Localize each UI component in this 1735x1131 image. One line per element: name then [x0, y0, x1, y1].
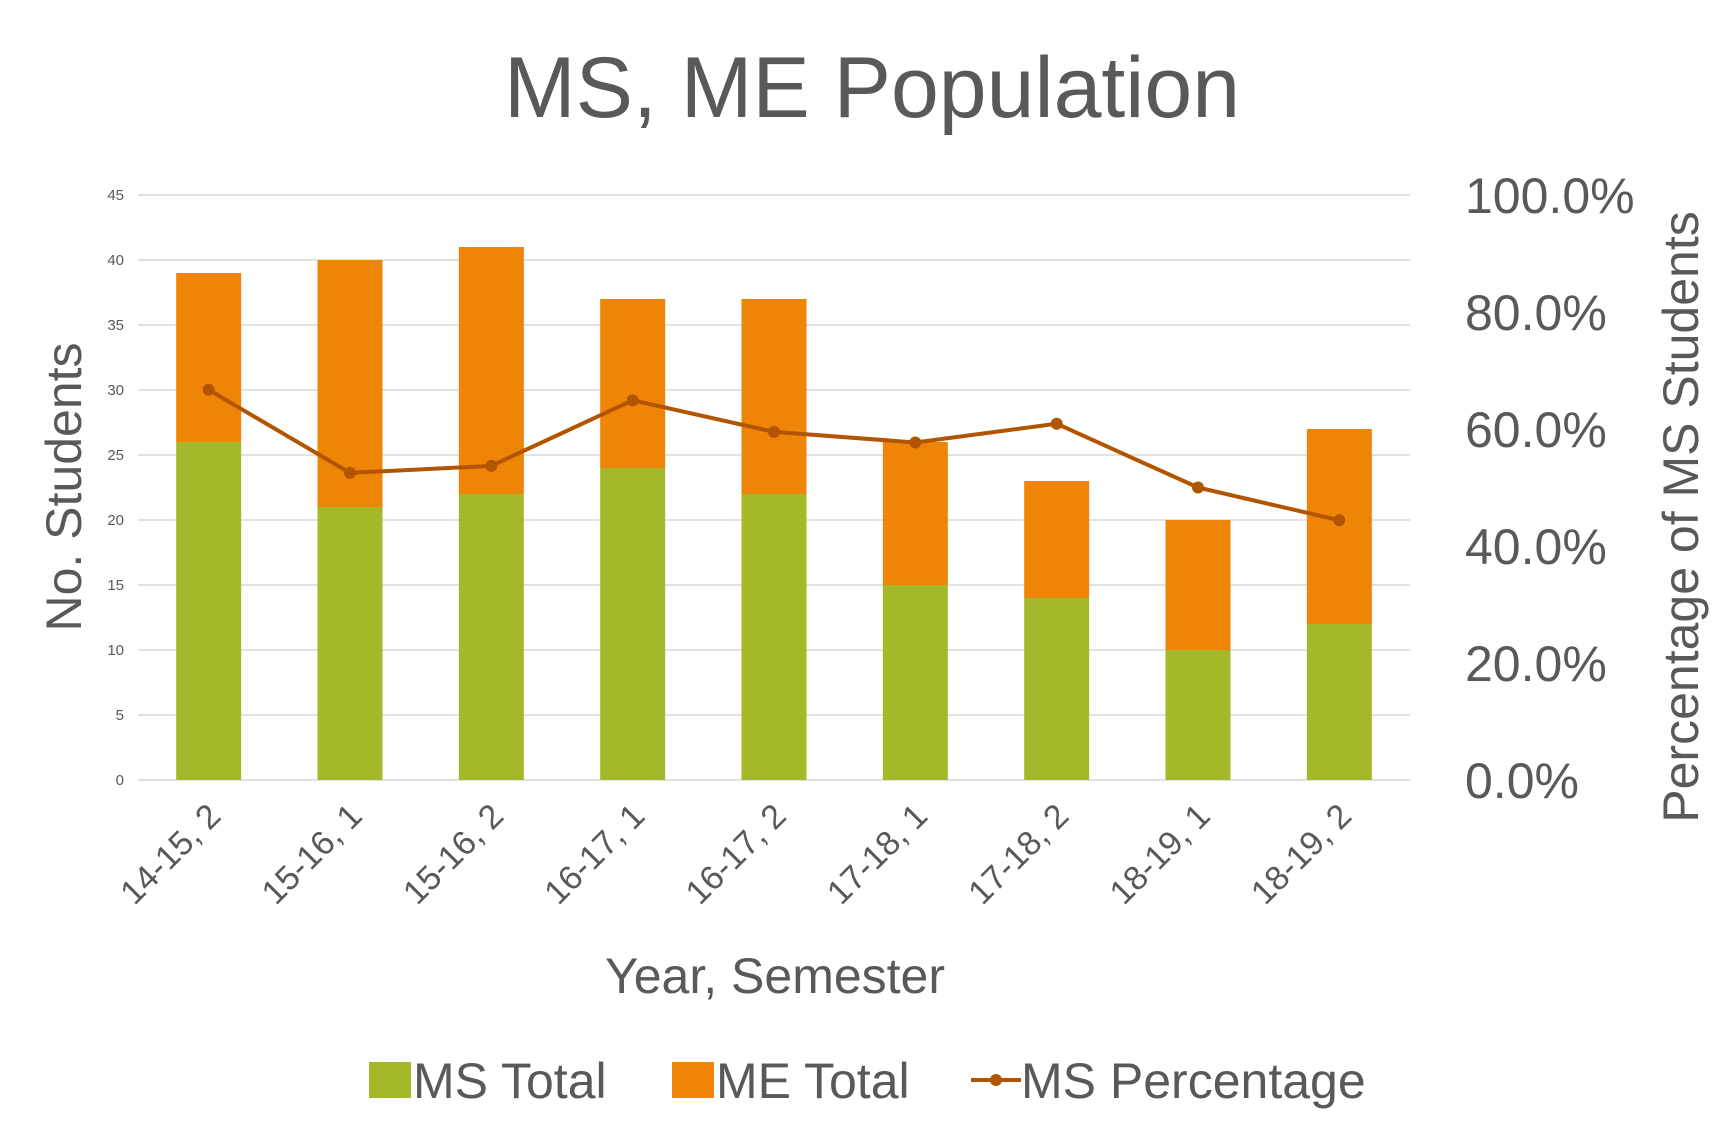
ms-total-bar [1306, 624, 1372, 780]
legend-label-ms-percentage: MS Percentage [1021, 1053, 1366, 1109]
x-tick-label: 17-18, 2 [961, 797, 1076, 912]
ms-percentage-point [909, 436, 922, 449]
y-tick-label: 30 [107, 382, 124, 399]
me-total-bar [458, 247, 524, 494]
x-tick-label: 16-17, 2 [679, 797, 794, 912]
ms-percentage-point [202, 383, 215, 396]
me-total-bar [317, 260, 383, 507]
y-tick-label: 45 [107, 187, 124, 204]
ms-percentage-point [1192, 481, 1204, 494]
y2-tick-label: 20.0% [1465, 636, 1607, 692]
y-tick-label: 35 [107, 317, 124, 334]
y2-axis-title: Percentage of MS Students [1653, 211, 1709, 822]
legend-swatch-ms-total [369, 1062, 411, 1098]
y2-tick-label: 40.0% [1465, 519, 1607, 575]
ms-total-bar [882, 585, 948, 780]
ms-percentage-point [1333, 514, 1346, 527]
y2-tick-label: 80.0% [1465, 285, 1607, 341]
ms-percentage-point [485, 459, 498, 472]
right-axis-ticks: 0.0% 20.0% 40.0% 60.0% 80.0% 100.0% [1465, 168, 1635, 809]
ms-total-bar [1165, 650, 1231, 780]
me-total-bar [600, 299, 666, 468]
me-total-bar [176, 273, 242, 442]
legend-marker-ms-percentage [990, 1074, 1002, 1086]
x-tick-label: 18-19, 2 [1244, 797, 1359, 912]
ms-percentage-point [626, 394, 639, 407]
x-tick-label: 15-16, 2 [396, 797, 511, 912]
y2-tick-label: 100.0% [1465, 168, 1635, 224]
y-tick-label: 0 [116, 772, 124, 789]
y-tick-label: 5 [116, 707, 124, 724]
legend-label-me-total: ME Total [716, 1053, 910, 1109]
ms-total-bar [600, 468, 666, 780]
legend-label-ms-total: MS Total [413, 1053, 607, 1109]
x-tick-label: 15-16, 1 [255, 797, 370, 912]
ms-total-bar [176, 442, 242, 780]
x-axis-ticks: 14-15, 2 15-16, 1 15-16, 2 16-17, 1 16-17, 2… [113, 797, 1359, 912]
left-axis-ticks: 0 5 10 15 20 25 30 35 40 45 [107, 187, 124, 789]
x-tick-label: 18-19, 1 [1103, 797, 1218, 912]
chart-title: MS, ME Population [504, 40, 1240, 136]
y-tick-label: 25 [107, 447, 124, 464]
me-total-bar [882, 442, 948, 585]
x-tick-label: 14-15, 2 [113, 797, 228, 912]
ms-percentage-point [768, 425, 780, 438]
x-axis-title: Year, Semester [605, 948, 945, 1004]
me-total-bar [1306, 429, 1372, 624]
me-total-bar [1165, 520, 1231, 650]
y-axis-title: No. Students [36, 342, 92, 631]
y2-tick-label: 60.0% [1465, 402, 1607, 458]
me-total-bar [1024, 481, 1090, 598]
ms-total-bar [458, 494, 524, 780]
legend-swatch-me-total [672, 1062, 714, 1098]
y2-tick-label: 0.0% [1465, 753, 1579, 809]
ms-total-bar [317, 507, 383, 780]
x-tick-label: 16-17, 1 [537, 797, 652, 912]
ms-total-bar [741, 494, 807, 780]
x-tick-label: 17-18, 1 [820, 797, 935, 912]
ms-percentage-point [344, 466, 356, 479]
y-tick-label: 15 [107, 577, 124, 594]
me-total-bar [741, 299, 807, 494]
ms-percentage-line [202, 383, 1346, 527]
bars [176, 247, 1372, 780]
y-tick-label: 20 [107, 512, 124, 529]
legend: MS Total ME Total MS Percentage [369, 1053, 1366, 1109]
ms-total-bar [1024, 598, 1090, 780]
y-tick-label: 10 [107, 642, 124, 659]
ms-percentage-point [1050, 417, 1063, 430]
y-tick-label: 40 [107, 252, 124, 269]
